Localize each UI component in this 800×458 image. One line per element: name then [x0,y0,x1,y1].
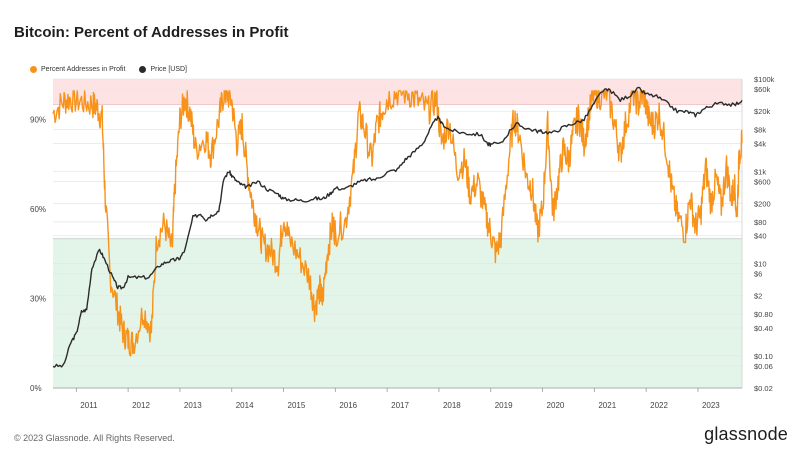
right-tick-label-7: $200 [754,199,771,208]
right-tick-label-14: $0.40 [754,324,773,333]
left-tick-label-90: 90% [30,115,46,124]
left-tick-label-30: 30% [30,294,46,303]
right-tick-label-16: $0.06 [754,362,773,371]
right-tick-label-12: $2 [754,292,762,301]
x-tick-label-2019: 2019 [495,401,513,410]
x-tick-label-2017: 2017 [391,401,409,410]
legend-item-price[interactable]: Price [USD] [139,66,187,73]
x-tick-label-2020: 2020 [547,401,565,410]
right-tick-label-4: $4k [754,139,766,148]
series-line-profit [52,90,743,357]
right-tick-label-8: $80 [754,218,767,227]
legend-label-price: Price [USD] [150,66,187,73]
x-tick-label-2021: 2021 [598,401,616,410]
series-line-price [52,86,743,368]
right-tick-label-17: $0.02 [754,384,773,393]
x-tick-label-2015: 2015 [288,401,306,410]
chart-title: Bitcoin: Percent of Addresses in Profit [14,24,289,41]
right-tick-label-2: $20k [754,107,771,116]
x-tick-label-2016: 2016 [339,401,357,410]
right-tick-label-6: $600 [754,177,771,186]
x-tick-label-2023: 2023 [702,401,720,410]
x-tick-label-2018: 2018 [443,401,461,410]
right-tick-label-11: $6 [754,270,762,279]
legend-label-profit: Percent Addresses in Profit [41,66,126,73]
chart-legend: Percent Addresses in Profit Price [USD] [30,66,187,73]
right-tick-label-1: $60k [754,85,771,94]
x-tick-label-2014: 2014 [236,401,254,410]
left-tick-label-0: 0% [30,384,42,393]
right-tick-label-9: $40 [754,232,767,241]
right-tick-label-10: $10 [754,260,767,269]
x-tick-label-2013: 2013 [184,401,202,410]
legend-swatch-profit [30,66,37,73]
legend-item-profit[interactable]: Percent Addresses in Profit [30,66,125,73]
right-tick-label-0: $100k [754,75,775,84]
left-tick-label-60: 60% [30,205,46,214]
x-tick-label-2011: 2011 [80,401,98,410]
right-tick-label-15: $0.10 [754,352,773,361]
legend-swatch-price [139,66,147,73]
x-tick-label-2012: 2012 [132,401,150,410]
right-tick-label-13: $0.80 [754,310,773,319]
copyright-footer: © 2023 Glassnode. All Rights Reserved. [14,433,175,443]
brand-logo: glassnode [704,424,788,444]
right-tick-label-5: $1k [754,167,766,176]
x-tick-label-2022: 2022 [650,401,668,410]
right-tick-label-3: $8k [754,126,766,135]
